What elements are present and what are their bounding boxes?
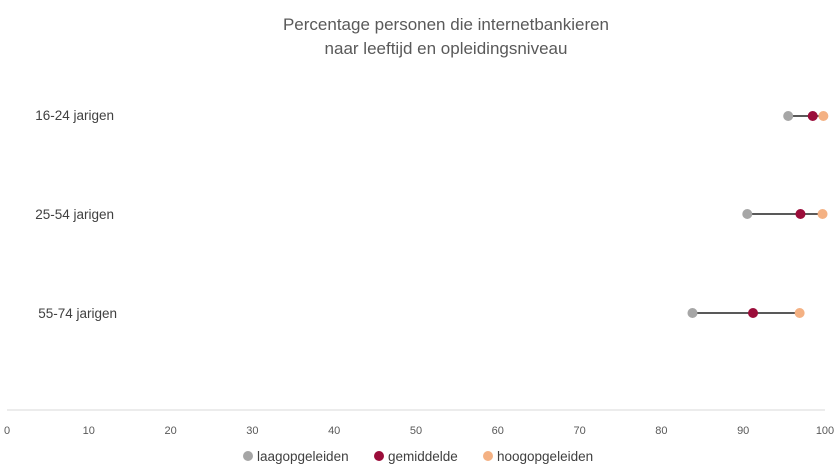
point-gemiddelde-1: [807, 111, 818, 121]
legend-marker-gemiddelde: [374, 451, 384, 461]
point-laagopgeleiden-2: [742, 209, 753, 219]
chart-title-line-1: Percentage personen die internetbankiere…: [283, 15, 609, 34]
x-tick-label-0: 0: [4, 425, 10, 437]
data-points: [687, 111, 829, 318]
x-tick-label-100: 100: [816, 425, 834, 437]
point-hoogopgeleiden-1: [818, 111, 829, 121]
point-laagopgeleiden-3: [687, 308, 698, 318]
x-axis-ticks: 0 10 20 30 40 50 60 70 80 90 100: [4, 425, 834, 437]
legend-label-gemiddelde: gemiddelde: [388, 449, 458, 464]
x-tick-label-20: 20: [164, 425, 176, 437]
category-label-25-54: 25-54 jarigen: [35, 207, 114, 222]
legend-marker-laagopgeleiden: [243, 451, 253, 461]
x-tick-label-70: 70: [573, 425, 585, 437]
chart-title-line-2: naar leeftijd en opleidingsniveau: [325, 39, 568, 58]
x-tick-label-50: 50: [410, 425, 422, 437]
category-label-55-74: 55-74 jarigen: [38, 306, 117, 321]
legend: laagopgeleiden gemiddelde hoogopgeleiden: [243, 449, 593, 464]
point-gemiddelde-3: [748, 308, 759, 318]
point-laagopgeleiden-1: [783, 111, 794, 121]
x-tick-label-80: 80: [655, 425, 667, 437]
legend-label-laagopgeleiden: laagopgeleiden: [257, 449, 349, 464]
legend-marker-hoogopgeleiden: [483, 451, 493, 461]
point-hoogopgeleiden-2: [817, 209, 828, 219]
x-tick-label-60: 60: [492, 425, 504, 437]
point-gemiddelde-2: [795, 209, 806, 219]
point-hoogopgeleiden-3: [794, 308, 805, 318]
legend-label-hoogopgeleiden: hoogopgeleiden: [497, 449, 593, 464]
x-tick-label-10: 10: [83, 425, 95, 437]
x-tick-label-40: 40: [328, 425, 340, 437]
x-tick-label-30: 30: [246, 425, 258, 437]
category-label-16-24: 16-24 jarigen: [35, 108, 114, 123]
x-tick-label-90: 90: [737, 425, 749, 437]
